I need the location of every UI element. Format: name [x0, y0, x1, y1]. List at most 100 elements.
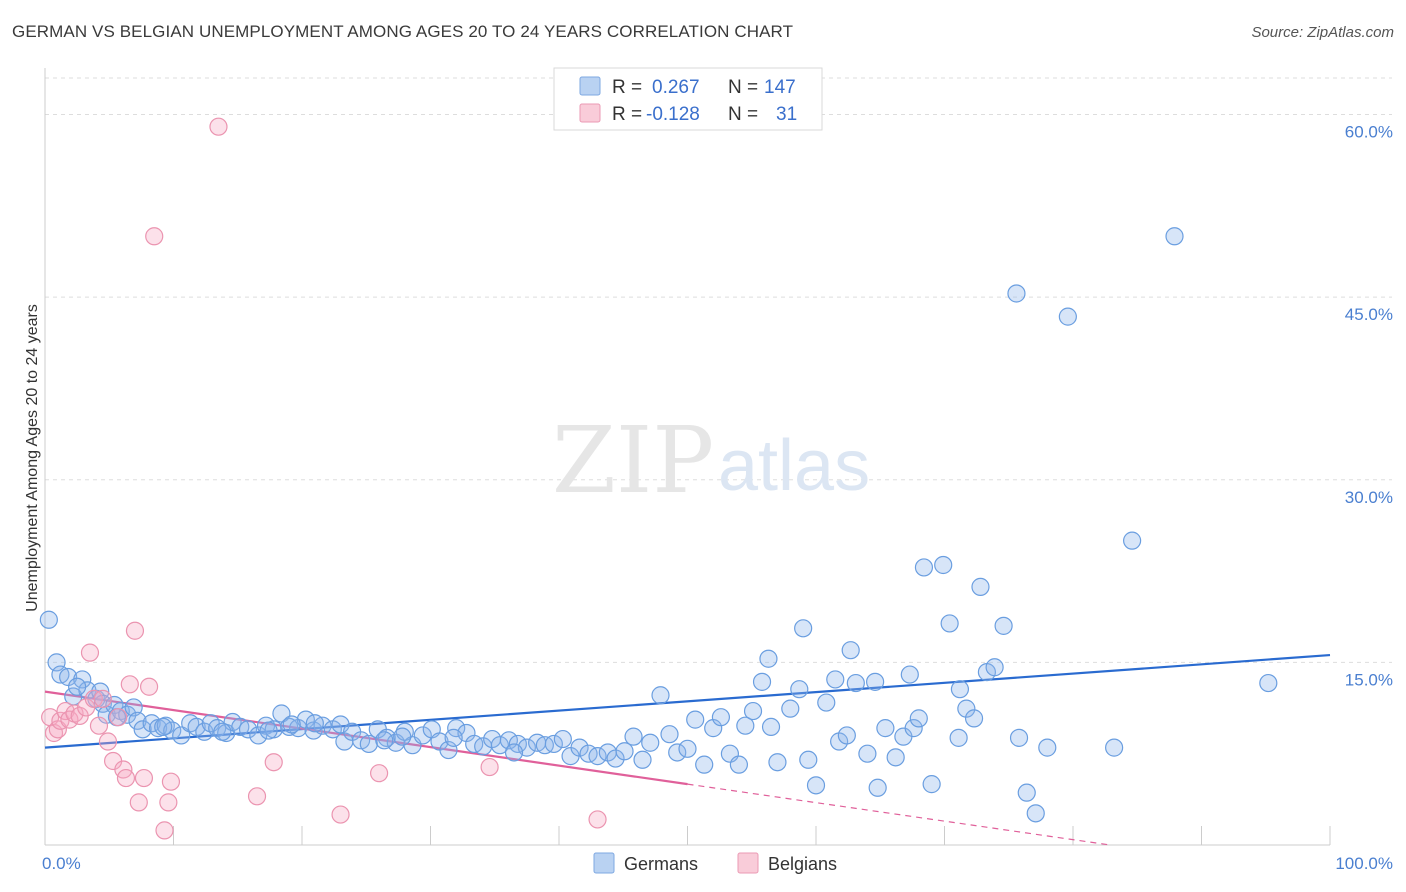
belgian-point	[480, 757, 499, 777]
points-layer	[39, 117, 1278, 840]
german-point	[133, 720, 152, 739]
chart-source: Source: ZipAtlas.com	[1251, 24, 1394, 41]
labels-layer: 15.0% 30.0% 45.0% 60.0% 0.0% 100.0%	[42, 123, 1393, 873]
german-point	[213, 722, 232, 741]
german-point	[761, 717, 781, 737]
german-point	[695, 755, 714, 774]
german-point	[729, 755, 749, 774]
german-point	[1058, 307, 1077, 326]
german-point	[588, 747, 607, 766]
german-point	[304, 721, 323, 740]
belgian-point	[139, 677, 159, 696]
legend-n-value-belgians: 31	[776, 104, 797, 125]
german-point	[1026, 804, 1045, 823]
watermark-zip: ZIP	[552, 407, 714, 514]
german-point	[128, 711, 147, 730]
german-point	[68, 677, 87, 696]
belgian-point	[247, 787, 267, 806]
belgian-point	[145, 227, 164, 246]
belgian-point	[370, 764, 389, 783]
german-point	[624, 727, 643, 746]
belgian-point	[209, 117, 228, 136]
legend-bottom-label-germans: Germans	[624, 854, 698, 874]
german-point	[154, 717, 173, 737]
belgian-point	[134, 768, 154, 788]
german-point	[934, 555, 953, 575]
german-point	[826, 670, 845, 689]
german-point	[172, 726, 191, 745]
german-point	[909, 709, 928, 728]
german-point	[985, 658, 1004, 677]
belgian-point	[125, 621, 145, 640]
german-point	[668, 743, 687, 762]
german-point	[359, 734, 378, 754]
german-point	[950, 680, 970, 699]
german-point	[393, 727, 412, 746]
german-point	[686, 710, 705, 729]
legend-r-label-belgians: R =	[612, 104, 642, 125]
german-point	[817, 693, 836, 712]
german-point	[914, 558, 934, 577]
belgian-point	[129, 793, 148, 812]
german-point	[259, 721, 278, 740]
watermark-atlas: atlas	[718, 426, 870, 506]
belgian-trend-line	[44, 690, 688, 786]
german-point	[1038, 738, 1057, 757]
trend-layer	[44, 653, 1331, 846]
german-point	[759, 649, 778, 668]
german-point	[651, 686, 670, 705]
german-point	[377, 728, 396, 747]
german-point	[841, 641, 860, 660]
german-point	[900, 665, 919, 684]
belgian-trend-line-dashed	[687, 783, 1111, 846]
german-point	[794, 619, 813, 638]
legend-bottom-swatch-belgians	[737, 852, 759, 874]
german-point	[1017, 783, 1036, 802]
y-tick-label: 15.0%	[1345, 670, 1393, 689]
german-point	[957, 699, 976, 718]
y-tick-label: 30.0%	[1345, 488, 1393, 507]
y-tick-label: 45.0%	[1345, 305, 1393, 324]
german-point	[163, 721, 182, 740]
chart-title: GERMAN VS BELGIAN UNEMPLOYMENT AMONG AGE…	[12, 22, 794, 41]
belgian-point	[98, 732, 118, 751]
belgian-point	[159, 793, 178, 812]
y-axis-title: Unemployment Among Ages 20 to 24 years	[24, 304, 41, 612]
german-point	[39, 610, 58, 629]
german-point	[711, 708, 731, 727]
y-tick-label: 60.0%	[1345, 123, 1393, 142]
german-point	[615, 742, 634, 761]
german-point	[994, 616, 1013, 635]
german-point	[1259, 673, 1278, 693]
belgian-point	[89, 716, 109, 735]
german-point	[305, 714, 324, 733]
x-tick-label: 0.0%	[42, 854, 81, 873]
german-point	[886, 748, 905, 767]
belgian-point	[155, 821, 174, 840]
german-point	[876, 719, 895, 738]
german-point	[249, 726, 268, 745]
german-point	[1009, 728, 1029, 747]
belgian-point	[109, 708, 128, 727]
german-point	[768, 753, 787, 772]
axes-layer	[44, 68, 1331, 846]
german-point	[790, 680, 809, 699]
german-point	[866, 672, 885, 691]
legend-r-label-germans: R =	[612, 77, 642, 98]
german-point	[736, 716, 755, 735]
legend-bottom-swatch-germans	[593, 852, 615, 874]
grid-layer	[45, 77, 1392, 663]
belgian-point	[161, 772, 181, 791]
german-point	[964, 709, 984, 728]
german-trend-line	[44, 653, 1331, 749]
german-point	[799, 750, 818, 769]
german-point	[846, 673, 865, 693]
legend-top: R = 0.267 N = 147 R = -0.128 N = 31	[553, 67, 823, 131]
german-point	[238, 720, 258, 739]
german-point	[1105, 738, 1124, 757]
legend-bottom: Germans Belgians	[593, 852, 837, 874]
german-point	[678, 739, 697, 758]
german-point	[781, 699, 800, 718]
legend-n-label-germans: N =	[728, 77, 758, 98]
german-point	[904, 719, 923, 738]
